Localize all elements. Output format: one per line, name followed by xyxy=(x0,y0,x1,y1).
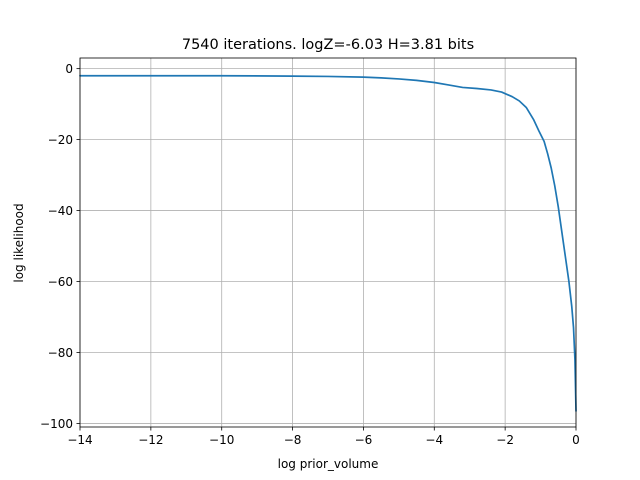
x-tick-label: −8 xyxy=(284,433,302,447)
y-tick-label: 0 xyxy=(65,62,73,76)
plot-frame xyxy=(79,57,577,428)
x-tick-label: −12 xyxy=(138,433,163,447)
x-tick-label: 0 xyxy=(572,433,580,447)
x-tick-label: −14 xyxy=(67,433,92,447)
grid-lines xyxy=(79,58,577,427)
y-axis-label: log likelihood xyxy=(12,203,26,282)
x-tick-label: −6 xyxy=(355,433,373,447)
series-line-0 xyxy=(79,74,577,412)
x-tick-label: −2 xyxy=(496,433,514,447)
y-axis: 0 −20 −40 −60 −80 −100 xyxy=(40,62,80,431)
chart-title: 7540 iterations. logZ=-6.03 H=3.81 bits xyxy=(182,37,474,53)
y-tick-label: −60 xyxy=(48,275,73,289)
x-axis-label: log prior_volume xyxy=(278,457,379,471)
y-tick-label: −100 xyxy=(40,417,73,431)
x-tick-label: −10 xyxy=(209,433,234,447)
series-layer xyxy=(79,74,577,412)
x-tick-label: −4 xyxy=(425,433,443,447)
x-axis: −14 −12 −10 −8 −6 −4 −2 0 xyxy=(67,427,580,447)
y-tick-label: −80 xyxy=(48,346,73,360)
y-tick-label: −40 xyxy=(48,204,73,218)
y-tick-label: −20 xyxy=(48,133,73,147)
